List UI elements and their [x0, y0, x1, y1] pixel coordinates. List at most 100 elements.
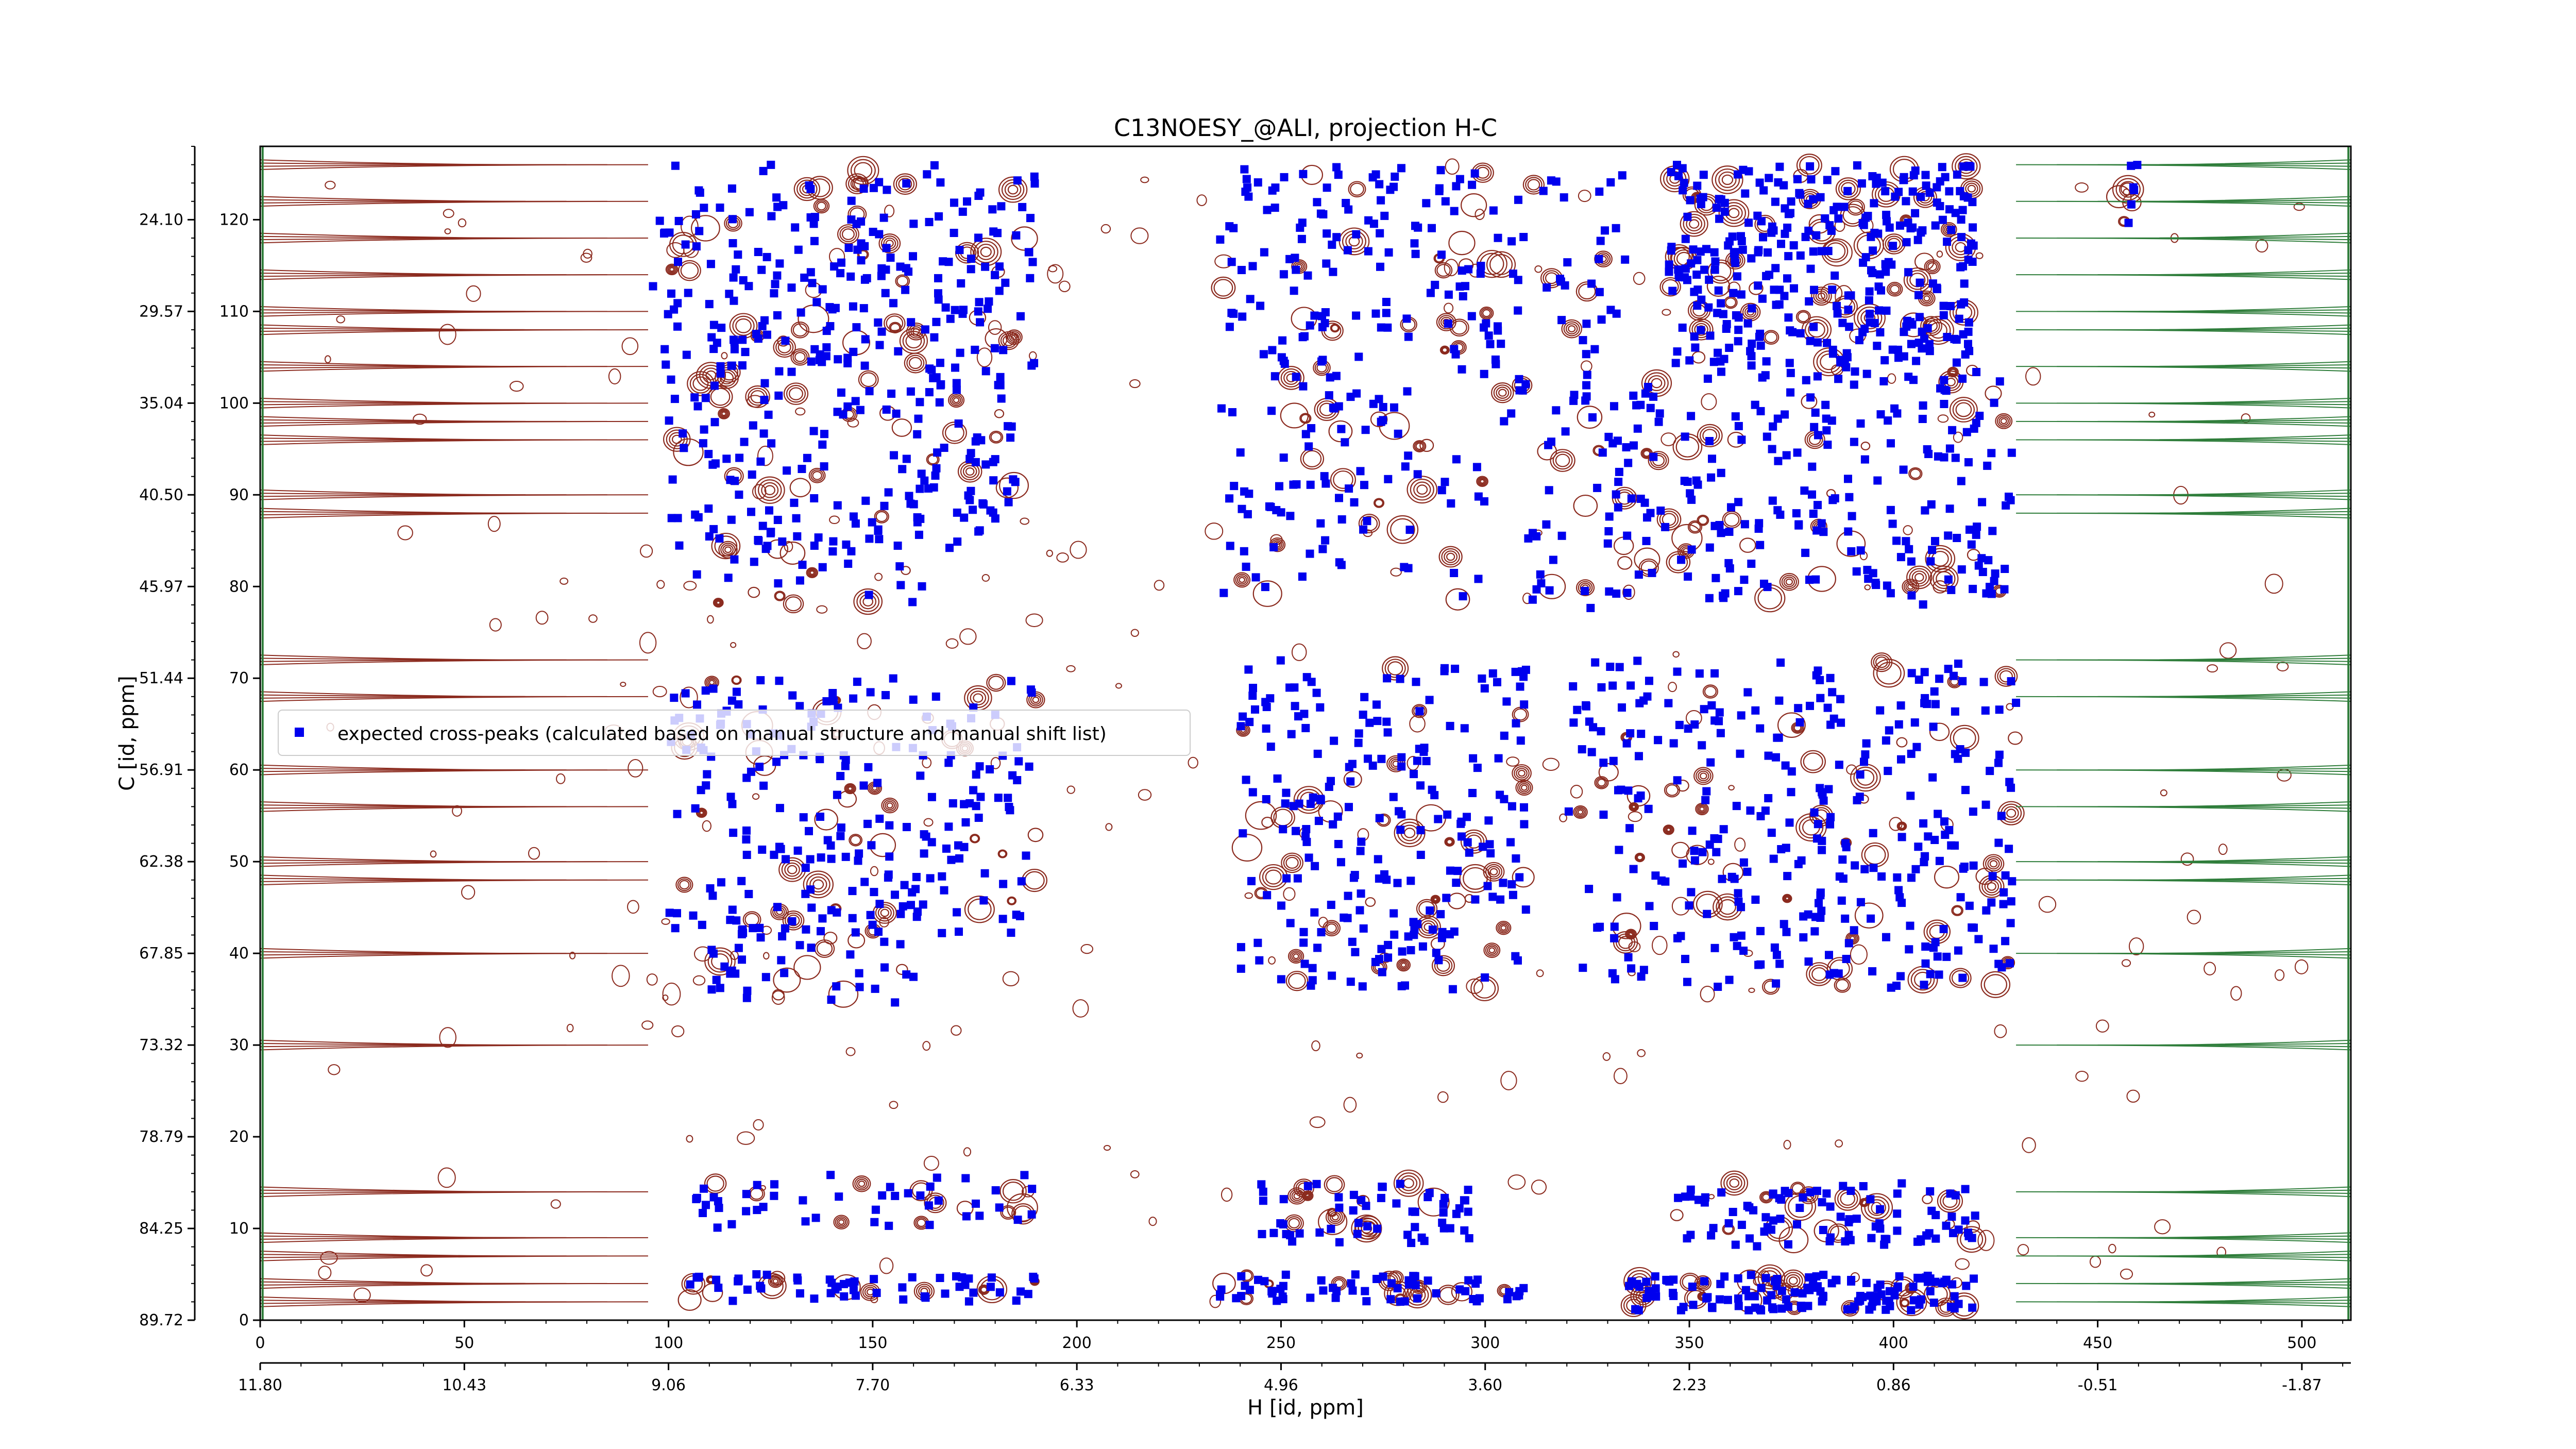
cross-peak: [1346, 978, 1355, 986]
contour-blob: [1710, 262, 1732, 281]
cross-peak: [699, 1209, 707, 1217]
cross-peak: [1860, 865, 1869, 873]
cross-peak: [1816, 914, 1825, 922]
cross-peak: [1286, 919, 1295, 928]
cross-peak: [1717, 299, 1725, 308]
cross-peak: [900, 881, 909, 889]
cross-peak: [941, 303, 950, 312]
cross-peak: [1743, 867, 1752, 876]
contour-noise: [874, 572, 883, 581]
contour-blob: [1987, 858, 2000, 870]
cross-peak: [855, 849, 863, 858]
cross-peak: [1894, 188, 1903, 196]
cross-peak: [1777, 240, 1785, 248]
cross-peak: [1809, 247, 1818, 256]
cross-peak: [1637, 972, 1646, 981]
contour-blob: [1702, 684, 1719, 699]
cross-peak: [742, 1190, 751, 1199]
h-ppm-tick-label: 10.43: [442, 1376, 486, 1394]
cross-peak: [1846, 1187, 1855, 1195]
cross-peak: [1304, 442, 1313, 451]
cross-peak: [1356, 847, 1365, 855]
cross-peak: [1681, 234, 1690, 243]
cross-peak: [1668, 287, 1677, 295]
cross-peak: [1703, 909, 1711, 918]
cross-peak: [1310, 311, 1319, 320]
cross-peak: [692, 570, 701, 579]
contour-blob: [1485, 944, 1499, 957]
cross-peak: [1988, 872, 1997, 881]
contour-ridge-left: [260, 364, 567, 367]
cross-peak: [1675, 720, 1684, 729]
cross-peak: [1714, 348, 1722, 357]
cross-peak: [1781, 761, 1790, 770]
cross-peak: [1869, 569, 1877, 578]
contour-ridge-right: [2138, 948, 2351, 954]
cross-peak: [1946, 302, 1955, 310]
cross-peak: [1804, 199, 1812, 208]
contour-noise: [1309, 1116, 1326, 1128]
contour-noise: [550, 1199, 561, 1209]
contour-blob: [704, 1173, 727, 1194]
contour-blob: [768, 1274, 783, 1288]
cross-peak: [710, 418, 719, 427]
cross-peak: [1270, 204, 1279, 212]
cross-peak: [1383, 728, 1392, 737]
cross-peak: [1405, 526, 1414, 534]
cross-peak: [1642, 536, 1651, 545]
contour-blob: [962, 465, 977, 478]
cross-peak: [1350, 498, 1359, 507]
cross-peak: [1859, 1182, 1868, 1190]
cross-peak: [1810, 423, 1819, 431]
cross-peak: [709, 1193, 718, 1202]
cross-peak: [2127, 200, 2136, 209]
cross-peak: [1238, 266, 1246, 274]
cross-peak: [1012, 231, 1021, 240]
contour-noise: [707, 615, 714, 624]
chart-title: C13NOESY_@ALI, projection H-C: [1114, 114, 1497, 142]
cross-peak: [820, 430, 828, 439]
contour-blob: [1627, 931, 1635, 938]
cross-peak: [1494, 322, 1502, 331]
cross-peak: [1013, 776, 1022, 784]
contour-blob: [1438, 315, 1454, 330]
contour-noise: [612, 965, 630, 987]
cross-peak: [850, 1277, 859, 1286]
cross-peak: [1724, 1219, 1733, 1227]
cross-peak: [1790, 1288, 1799, 1296]
contour-blob: [1561, 319, 1583, 339]
y-index-tick-label: 10: [229, 1220, 249, 1238]
contour-blob: [1996, 415, 2011, 428]
y-index-tick-label: 100: [219, 394, 249, 412]
cross-peak: [1867, 914, 1875, 923]
cross-peak: [1819, 1226, 1827, 1234]
cross-peak: [1524, 534, 1533, 543]
cross-peak: [1987, 898, 1996, 907]
cross-peak: [843, 402, 852, 411]
contour-blob: [668, 266, 676, 273]
cross-peak: [1710, 943, 1719, 952]
cross-peak: [1397, 762, 1406, 771]
cross-peak: [1545, 586, 1554, 595]
contour-blob: [1386, 515, 1419, 544]
contour-blob: [1351, 1214, 1382, 1243]
cross-peak: [1745, 1234, 1754, 1243]
cross-peak: [837, 823, 845, 832]
cross-peak: [1394, 429, 1402, 438]
contour-noise: [2264, 574, 2283, 594]
cross-peak: [1876, 1205, 1885, 1214]
contour-blob: [1001, 179, 1025, 200]
cross-peak: [925, 217, 934, 226]
cross-peak: [1812, 1272, 1821, 1280]
contour-blob: [793, 955, 821, 980]
contour-blob: [704, 947, 736, 976]
cross-peak: [1961, 748, 1970, 757]
cross-peak: [1256, 301, 1265, 310]
cross-peak: [978, 499, 987, 508]
cross-peak: [955, 854, 963, 863]
cross-peak: [871, 984, 879, 993]
cross-peak: [1884, 767, 1892, 776]
contour-noise: [1268, 956, 1276, 965]
cross-peak: [1560, 193, 1568, 202]
contour-blob: [1886, 281, 1903, 297]
